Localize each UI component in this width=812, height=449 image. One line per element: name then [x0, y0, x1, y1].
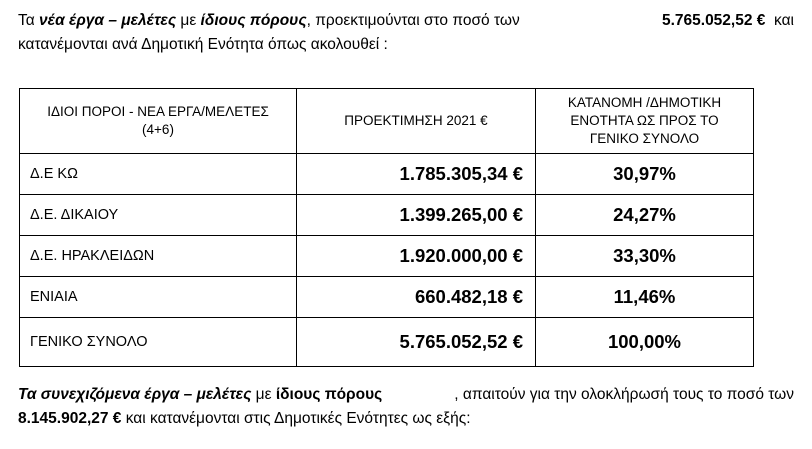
outro-text-part: με [251, 386, 276, 403]
row-name: ΕΝΙΑΙΑ [19, 276, 297, 318]
intro-amount: 5.765.052,52 € [661, 12, 766, 29]
outro-amount: 8.145.902,27 € [18, 410, 122, 427]
intro-text-part: και [774, 12, 794, 29]
row-amount: 1.920.000,00 € [296, 235, 536, 277]
intro-line-2: κατανέμονται ανά Δημοτική Ενότητα όπως α… [18, 36, 388, 53]
row-percentage: 11,46% [535, 276, 754, 318]
header-category: ΙΔΙΟΙ ΠΟΡΟΙ - ΝΕΑ ΕΡΓΑ/ΜΕΛΕΤΕΣ (4+6) [19, 88, 297, 154]
outro-emphasis-continuing-projects: Τα συνεχιζόμενα έργα – μελέτες [18, 386, 252, 403]
continuing-paragraph: Τα συνεχιζόμενα έργα – μελέτες με ίδιους… [18, 383, 798, 431]
intro-text: Τα νέα έργα – μελέτες με ίδιους πόρους, … [18, 9, 520, 33]
intro-line-1: Τα νέα έργα – μελέτες με ίδιους πόρους, … [18, 9, 794, 33]
continuing-line-1: Τα συνεχιζόμενα έργα – μελέτες με ίδιους… [18, 383, 794, 407]
intro-paragraph: Τα νέα έργα – μελέτες με ίδιους πόρους, … [18, 9, 798, 57]
continuing-line-2: 8.145.902,27 € και κατανέμονται στις Δημ… [18, 407, 798, 431]
table-row: Δ.Ε ΚΩ 1.785.305,34 € 30,97% [19, 153, 754, 195]
row-amount: 1.785.305,34 € [296, 153, 536, 195]
header-allocation-line: ΓΕΝΙΚΟ ΣΥΝΟΛΟ [589, 131, 700, 146]
total-name: ΓΕΝΙΚΟ ΣΥΝΟΛΟ [19, 317, 297, 367]
table-row: Δ.Ε. ΗΡΑΚΛΕΙΔΩΝ 1.920.000,00 € 33,30% [19, 235, 754, 277]
total-amount: 5.765.052,52 € [296, 317, 536, 367]
row-amount: 660.482,18 € [296, 276, 536, 318]
outro-text-part: και κατανέμονται στις Δημοτικές Ενότητες… [121, 410, 471, 427]
total-percentage: 100,00% [535, 317, 754, 367]
intro-emphasis-own-resources: ίδιους πόρους [200, 12, 307, 29]
intro-emphasis-new-projects: νέα έργα – μελέτες [39, 12, 177, 29]
table-total-row: ΓΕΝΙΚΟ ΣΥΝΟΛΟ 5.765.052,52 € 100,00% [19, 317, 754, 367]
table-row: Δ.Ε. ΔΙΚΑΙΟΥ 1.399.265,00 € 24,27% [19, 194, 754, 236]
table-row: ΕΝΙΑΙΑ 660.482,18 € 11,46% [19, 276, 754, 318]
intro-text-part: , προεκτιμούνται στο ποσό των [306, 12, 520, 29]
header-category-line: ΙΔΙΟΙ ΠΟΡΟΙ - ΝΕΑ ΕΡΓΑ/ΜΕΛΕΤΕΣ [47, 104, 269, 119]
continuing-text-left: Τα συνεχιζόμενα έργα – μελέτες με ίδιους… [18, 383, 382, 407]
allocation-table: ΙΔΙΟΙ ΠΟΡΟΙ - ΝΕΑ ΕΡΓΑ/ΜΕΛΕΤΕΣ (4+6) ΠΡΟΕ… [19, 88, 754, 367]
header-category-line: (4+6) [142, 122, 174, 137]
row-name: Δ.Ε ΚΩ [19, 153, 297, 195]
row-name: Δ.Ε. ΗΡΑΚΛΕΙΔΩΝ [19, 235, 297, 277]
row-percentage: 30,97% [535, 153, 754, 195]
outro-emphasis-own-resources: ίδιους πόρους [275, 386, 383, 403]
intro-text-part: Τα [18, 12, 40, 29]
table-header-row: ΙΔΙΟΙ ΠΟΡΟΙ - ΝΕΑ ΕΡΓΑ/ΜΕΛΕΤΕΣ (4+6) ΠΡΟΕ… [19, 88, 754, 154]
row-amount: 1.399.265,00 € [296, 194, 536, 236]
header-allocation: ΚΑΤΑΝΟΜΗ /ΔΗΜΟΤΙΚΗ ΕΝΟΤΗΤΑ ΩΣ ΠΡΟΣ ΤΟ ΓΕΝΙ… [535, 88, 754, 154]
row-percentage: 24,27% [535, 194, 754, 236]
header-allocation-line: ΚΑΤΑΝΟΜΗ /ΔΗΜΟΤΙΚΗ [567, 95, 722, 110]
header-allocation-line: ΕΝΟΤΗΤΑ ΩΣ ΠΡΟΣ ΤΟ [570, 113, 719, 128]
row-name: Δ.Ε. ΔΙΚΑΙΟΥ [19, 194, 297, 236]
intro-text-part: με [176, 12, 201, 29]
intro-amount-group: 5.765.052,52 € και [662, 9, 794, 33]
outro-text-part: , απαιτούν για την ολοκλήρωσή τους το πο… [454, 386, 794, 403]
row-percentage: 33,30% [535, 235, 754, 277]
header-estimate: ΠΡΟΕΚΤΙΜΗΣΗ 2021 € [296, 88, 536, 154]
